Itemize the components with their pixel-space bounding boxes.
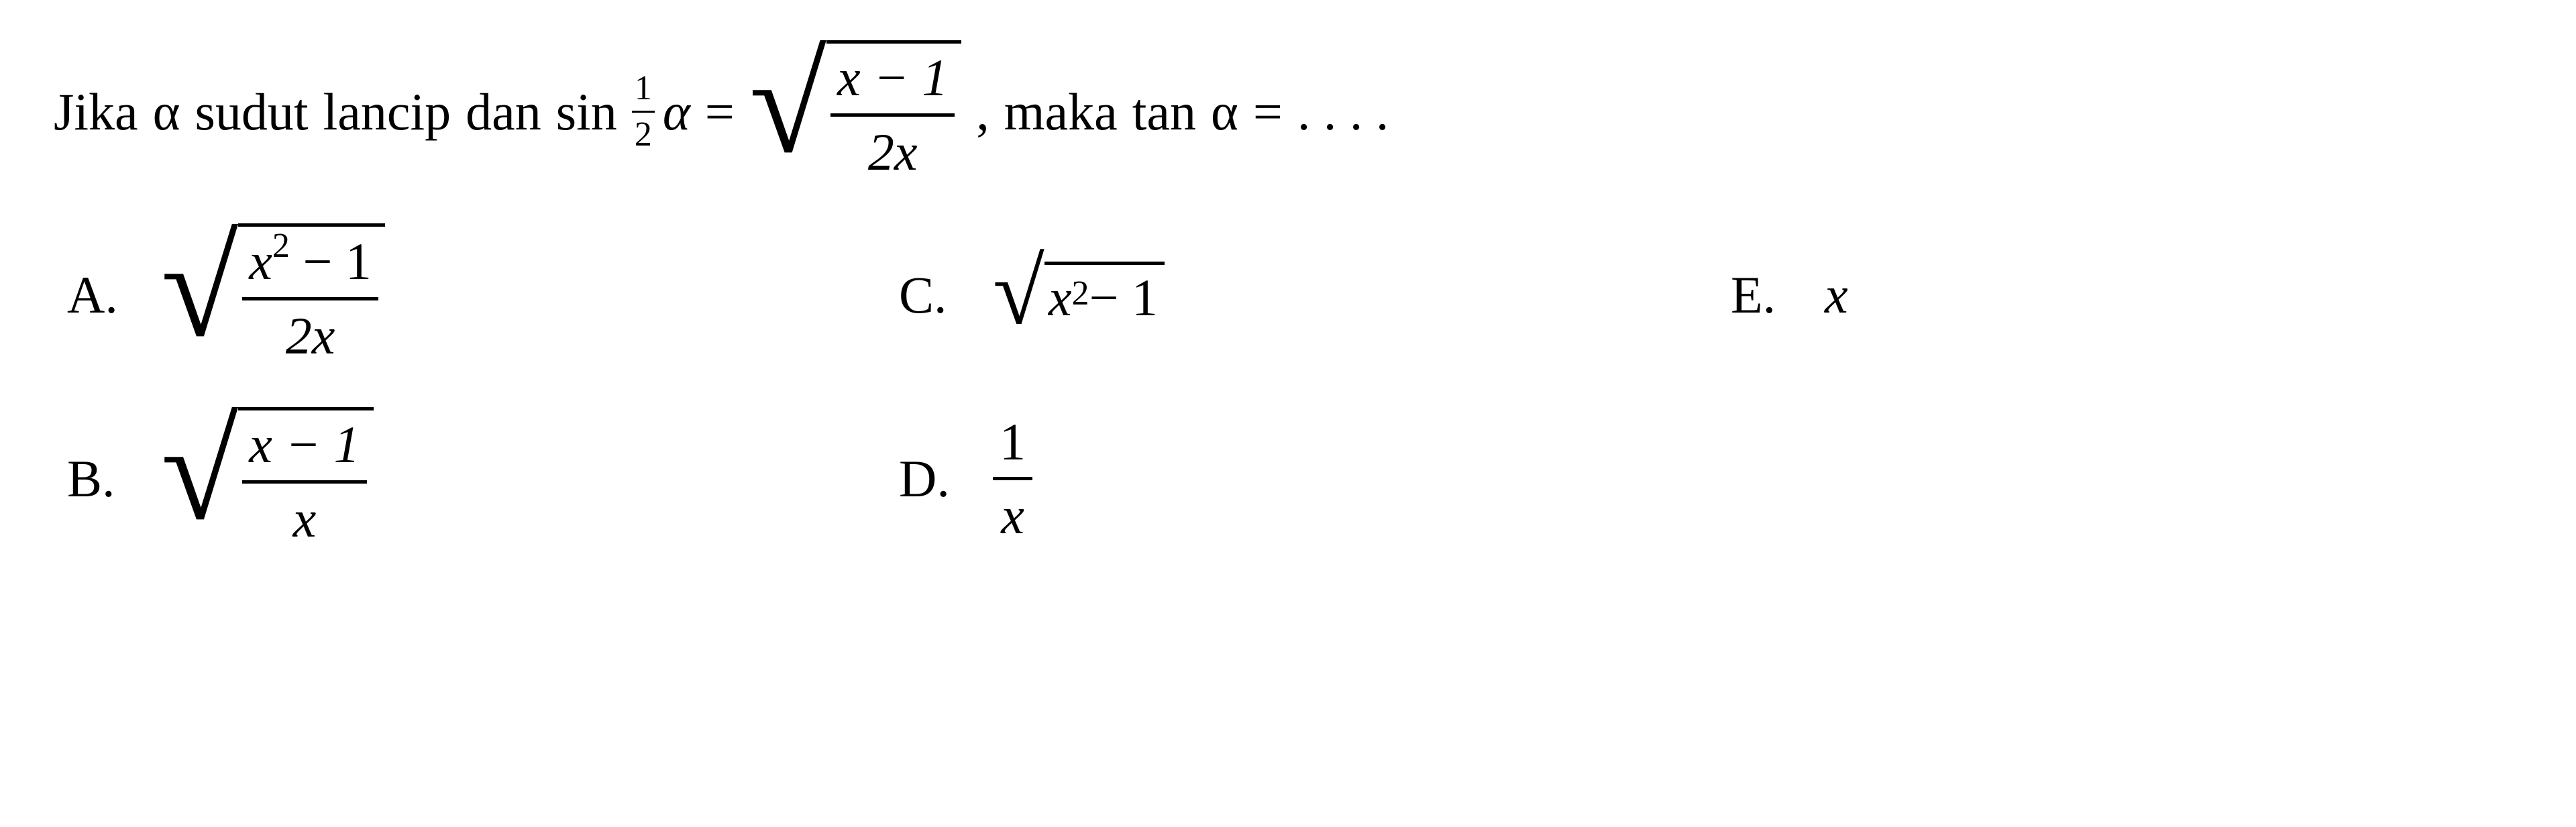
text-lancip: lancip — [323, 80, 451, 144]
sqrt-content: x2 − 1 — [1044, 262, 1165, 329]
sqrt-frac-numerator: x − 1 — [830, 46, 955, 117]
text-jika: Jika — [54, 80, 138, 144]
option-c-exp: 2 — [1071, 273, 1089, 315]
sqrt-expression-question: √ x − 1 2x — [749, 40, 962, 183]
option-a-num-rest: − 1 — [290, 232, 372, 290]
option-d: D. 1 x — [899, 407, 1690, 550]
equals-1: = — [705, 80, 735, 144]
option-a-num-exp: 2 — [272, 227, 290, 265]
sqrt-content: x − 1 2x — [826, 40, 961, 183]
option-d-numerator: 1 — [993, 410, 1032, 481]
text-tan: tan — [1132, 80, 1196, 144]
text-sin: sin — [556, 80, 617, 144]
text-maka: maka — [1004, 80, 1118, 144]
option-e-value: x — [1825, 264, 1848, 327]
equals-2: = — [1253, 80, 1283, 144]
sqrt-symbol: √ — [749, 56, 826, 154]
option-a: A. √ x2 − 1 2x — [67, 223, 859, 367]
sqrt-symbol: √ — [161, 239, 238, 338]
option-c-label: C. — [899, 264, 953, 327]
option-a-fraction: x2 − 1 2x — [242, 229, 378, 367]
sqrt-content: x − 1 x — [238, 407, 373, 550]
text-sudut: sudut — [195, 80, 309, 144]
fraction-half: 1 2 — [632, 68, 655, 156]
option-c-rest: − 1 — [1089, 266, 1158, 329]
option-b-fraction: x − 1 x — [242, 413, 366, 550]
option-a-denominator: 2x — [279, 300, 342, 368]
fraction-in-sqrt: x − 1 2x — [830, 46, 955, 183]
comma: , — [976, 80, 989, 144]
half-numerator: 1 — [632, 68, 655, 113]
sqrt-symbol: √ — [161, 423, 238, 521]
options-container: A. √ x2 − 1 2x C. √ x2 − 1 E. x B — [54, 223, 2522, 550]
option-b-label: B. — [67, 447, 121, 510]
alpha-symbol-3: α — [1211, 80, 1238, 144]
option-b-numerator: x − 1 — [242, 413, 366, 484]
question-line: Jika α sudut lancip dan sin 1 2 α = √ x … — [54, 40, 2522, 183]
option-e: E. x — [1731, 223, 2522, 367]
option-a-numerator: x2 − 1 — [242, 229, 378, 300]
text-dan: dan — [466, 80, 541, 144]
option-a-label: A. — [67, 264, 121, 327]
option-e-label: E. — [1731, 264, 1784, 327]
option-c: C. √ x2 − 1 — [899, 223, 1690, 367]
option-a-num-base: x — [249, 232, 272, 290]
alpha-symbol-2: α — [663, 80, 690, 144]
option-c-sqrt: √ x2 − 1 — [993, 262, 1165, 329]
sqrt-content: x2 − 1 2x — [238, 223, 385, 367]
option-b: B. √ x − 1 x — [67, 407, 859, 550]
option-d-label: D. — [899, 447, 953, 510]
option-b-denominator: x — [286, 484, 323, 551]
sqrt-symbol: √ — [993, 260, 1044, 325]
option-b-sqrt: √ x − 1 x — [161, 407, 374, 550]
sqrt-frac-denominator: 2x — [861, 117, 924, 184]
half-denominator: 2 — [632, 113, 655, 156]
option-d-denominator: x — [994, 480, 1031, 547]
dots: . . . . — [1297, 80, 1389, 144]
option-d-fraction: 1 x — [993, 410, 1032, 547]
option-a-sqrt: √ x2 − 1 2x — [161, 223, 385, 367]
empty-cell — [1731, 407, 2522, 550]
alpha-symbol-1: α — [153, 80, 180, 144]
option-c-base: x — [1049, 266, 1072, 329]
